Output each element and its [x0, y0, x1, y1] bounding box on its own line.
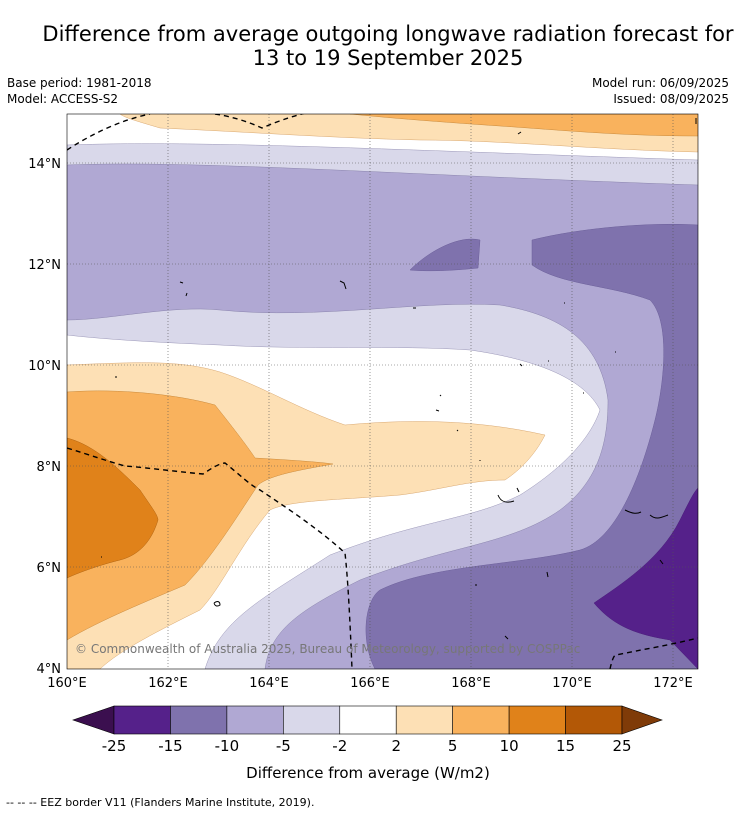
lon-label-160e: 160°E — [47, 676, 87, 691]
colorbar-tick-label: -25 — [102, 737, 127, 755]
model-run: Model run: 06/09/2025 — [591, 76, 729, 90]
colorbar-extend-low — [72, 705, 115, 735]
lon-label-162e: 162°E — [148, 676, 188, 691]
meta-right: Model run: 06/09/2025 Issued: 08/09/2025 — [592, 75, 729, 107]
colorbar-tick-label: -15 — [158, 737, 183, 755]
lat-label-8n: 8°N — [37, 460, 62, 475]
lon-label-166e: 166°E — [350, 676, 390, 691]
map-title: Difference from average outgoing longwav… — [30, 22, 736, 70]
longitude-labels: 160°E 162°E 164°E 166°E 168°E 170°E 172°… — [47, 676, 693, 691]
colorbar: -25 -15 -10 -5 -2 2 5 10 15 25 — [72, 705, 663, 755]
ocean-contours — [67, 114, 698, 669]
colorbar-segment — [452, 705, 510, 735]
colorbar-segment — [508, 705, 566, 735]
colorbar-segment — [565, 705, 623, 735]
colorbar-label: Difference from average (W/m2) — [246, 764, 490, 782]
colorbar-tick-label: -5 — [276, 737, 291, 755]
title-line-1: Difference from average outgoing longwav… — [42, 22, 734, 46]
footer-note: -- -- -- EEZ border V11 (Flanders Marine… — [6, 796, 315, 809]
lon-label-170e: 170°E — [552, 676, 592, 691]
map-frame — [66, 113, 699, 670]
colorbar-segment — [283, 705, 341, 735]
colorbar-tick-label: 5 — [448, 737, 458, 755]
copyright-text: © Commonwealth of Australia 2025, Bureau… — [75, 642, 580, 656]
eez-borders — [67, 114, 698, 669]
colorbar-segment — [395, 705, 453, 735]
lon-label-164e: 164°E — [249, 676, 289, 691]
colorbar-extend-high — [621, 705, 663, 735]
colorbar-segment — [226, 705, 284, 735]
lat-label-6n: 6°N — [37, 561, 62, 576]
lat-label-10n: 10°N — [28, 359, 61, 374]
colorbar-segment — [339, 705, 397, 735]
title-line-2: 13 to 19 September 2025 — [252, 46, 524, 70]
contour-neg-10-east — [365, 223, 698, 669]
lon-label-168e: 168°E — [451, 676, 491, 691]
latitude-labels: 14°N 12°N 10°N 8°N 6°N 4°N — [28, 157, 61, 677]
colorbar-tick-label: 25 — [612, 737, 631, 755]
model-name: Model: ACCESS-S2 — [7, 92, 119, 106]
colorbar-tick-label: 10 — [500, 737, 519, 755]
contour-pos-5-west — [67, 390, 334, 641]
colorbar-tick-label: -2 — [332, 737, 347, 755]
meta-left: Base period: 1981-2018 Model: ACCESS-S2 — [7, 75, 152, 107]
colorbar-tick-label: 15 — [556, 737, 575, 755]
contour-neg-10-north — [409, 238, 481, 272]
colorbar-segment — [170, 705, 228, 735]
graticule — [67, 114, 698, 669]
lat-label-4n: 4°N — [37, 662, 62, 677]
colorbar-segment — [113, 705, 171, 735]
contour-neg-5 — [67, 163, 698, 669]
map-figure: © Commonwealth of Australia 2025, Bureau… — [28, 113, 699, 782]
base-period: Base period: 1981-2018 — [7, 76, 152, 90]
colorbar-tick-label: -10 — [215, 737, 240, 755]
contour-neg-15 — [593, 487, 698, 669]
contour-pos-5-north — [349, 114, 698, 137]
contour-pos-10 — [67, 437, 159, 579]
lon-label-172e: 172°E — [653, 676, 693, 691]
colorbar-tick-label: 2 — [391, 737, 401, 755]
lat-label-12n: 12°N — [28, 258, 61, 273]
islands — [101, 118, 697, 640]
lat-label-14n: 14°N — [28, 157, 61, 172]
issued-date: Issued: 08/09/2025 — [613, 92, 729, 106]
